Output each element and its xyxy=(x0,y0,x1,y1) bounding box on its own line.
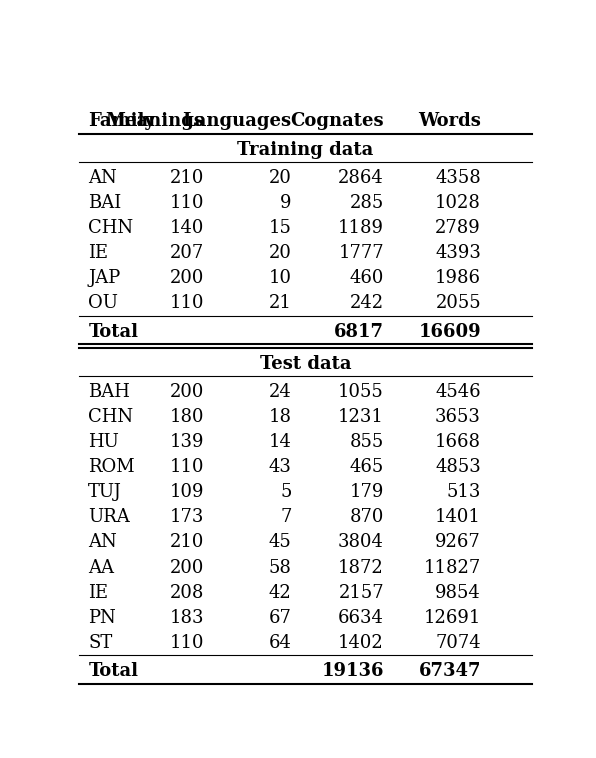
Text: AN: AN xyxy=(88,534,117,551)
Text: IE: IE xyxy=(88,584,108,602)
Text: 200: 200 xyxy=(169,559,204,577)
Text: 139: 139 xyxy=(169,433,204,451)
Text: 140: 140 xyxy=(169,219,204,236)
Text: Words: Words xyxy=(418,112,481,130)
Text: 45: 45 xyxy=(269,534,291,551)
Text: Total: Total xyxy=(88,662,138,681)
Text: ST: ST xyxy=(88,634,113,652)
Text: CHN: CHN xyxy=(88,408,134,426)
Text: 67347: 67347 xyxy=(418,662,481,681)
Text: HU: HU xyxy=(88,433,119,451)
Text: 173: 173 xyxy=(169,509,204,526)
Text: Cognates: Cognates xyxy=(290,112,384,130)
Text: 58: 58 xyxy=(269,559,291,577)
Text: 67: 67 xyxy=(269,609,291,627)
Text: 14: 14 xyxy=(269,433,291,451)
Text: 16609: 16609 xyxy=(418,323,481,340)
Text: 7074: 7074 xyxy=(435,634,481,652)
Text: JAP: JAP xyxy=(88,269,120,287)
Text: 183: 183 xyxy=(169,609,204,627)
Text: 5: 5 xyxy=(280,484,291,501)
Text: 2789: 2789 xyxy=(435,219,481,236)
Text: 3804: 3804 xyxy=(338,534,384,551)
Text: 465: 465 xyxy=(350,458,384,476)
Text: BAH: BAH xyxy=(88,383,131,401)
Text: 4393: 4393 xyxy=(435,244,481,262)
Text: 1402: 1402 xyxy=(338,634,384,652)
Text: Total: Total xyxy=(88,323,138,340)
Text: 24: 24 xyxy=(269,383,291,401)
Text: 9: 9 xyxy=(280,194,291,211)
Text: 207: 207 xyxy=(170,244,204,262)
Text: 4853: 4853 xyxy=(435,458,481,476)
Text: 110: 110 xyxy=(169,294,204,312)
Text: 1668: 1668 xyxy=(435,433,481,451)
Text: 21: 21 xyxy=(269,294,291,312)
Text: 200: 200 xyxy=(169,383,204,401)
Text: Languages: Languages xyxy=(182,112,291,130)
Text: 285: 285 xyxy=(350,194,384,211)
Text: 110: 110 xyxy=(169,634,204,652)
Text: 3653: 3653 xyxy=(435,408,481,426)
Text: 6634: 6634 xyxy=(338,609,384,627)
Text: ROM: ROM xyxy=(88,458,135,476)
Text: OU: OU xyxy=(88,294,119,312)
Text: 109: 109 xyxy=(169,484,204,501)
Text: Training data: Training data xyxy=(237,141,374,159)
Text: 855: 855 xyxy=(350,433,384,451)
Text: 4358: 4358 xyxy=(435,168,481,186)
Text: 513: 513 xyxy=(446,484,481,501)
Text: IE: IE xyxy=(88,244,108,262)
Text: 1189: 1189 xyxy=(338,219,384,236)
Text: 64: 64 xyxy=(269,634,291,652)
Text: URA: URA xyxy=(88,509,130,526)
Text: 18: 18 xyxy=(269,408,291,426)
Text: Family: Family xyxy=(88,112,155,130)
Text: 9267: 9267 xyxy=(435,534,481,551)
Text: 1401: 1401 xyxy=(435,509,481,526)
Text: 460: 460 xyxy=(350,269,384,287)
Text: 200: 200 xyxy=(169,269,204,287)
Text: 242: 242 xyxy=(350,294,384,312)
Text: 180: 180 xyxy=(169,408,204,426)
Text: 1872: 1872 xyxy=(338,559,384,577)
Text: 1028: 1028 xyxy=(435,194,481,211)
Text: AA: AA xyxy=(88,559,114,577)
Text: 110: 110 xyxy=(169,194,204,211)
Text: 9854: 9854 xyxy=(435,584,481,602)
Text: 20: 20 xyxy=(269,168,291,186)
Text: 210: 210 xyxy=(169,168,204,186)
Text: 2864: 2864 xyxy=(338,168,384,186)
Text: Test data: Test data xyxy=(260,355,351,373)
Text: 7: 7 xyxy=(280,509,291,526)
Text: 10: 10 xyxy=(269,269,291,287)
Text: 1055: 1055 xyxy=(338,383,384,401)
Text: TUJ: TUJ xyxy=(88,484,122,501)
Text: 15: 15 xyxy=(269,219,291,236)
Text: 179: 179 xyxy=(350,484,384,501)
Text: AN: AN xyxy=(88,168,117,186)
Text: PN: PN xyxy=(88,609,116,627)
Text: 1777: 1777 xyxy=(339,244,384,262)
Text: 42: 42 xyxy=(269,584,291,602)
Text: 1986: 1986 xyxy=(435,269,481,287)
Text: 2157: 2157 xyxy=(339,584,384,602)
Text: 43: 43 xyxy=(269,458,291,476)
Text: CHN: CHN xyxy=(88,219,134,236)
Text: 870: 870 xyxy=(350,509,384,526)
Text: 1231: 1231 xyxy=(338,408,384,426)
Text: 110: 110 xyxy=(169,458,204,476)
Text: Meanings: Meanings xyxy=(105,112,204,130)
Text: 210: 210 xyxy=(169,534,204,551)
Text: 208: 208 xyxy=(169,584,204,602)
Text: 2055: 2055 xyxy=(435,294,481,312)
Text: 19136: 19136 xyxy=(321,662,384,681)
Text: 20: 20 xyxy=(269,244,291,262)
Text: 4546: 4546 xyxy=(435,383,481,401)
Text: 12691: 12691 xyxy=(424,609,481,627)
Text: 11827: 11827 xyxy=(424,559,481,577)
Text: BAI: BAI xyxy=(88,194,122,211)
Text: 6817: 6817 xyxy=(334,323,384,340)
